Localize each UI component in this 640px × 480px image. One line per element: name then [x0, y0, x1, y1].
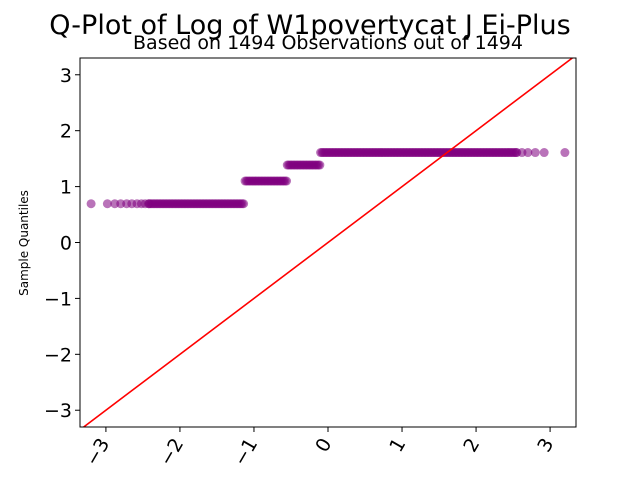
data-point: [86, 199, 96, 209]
data-point: [315, 160, 325, 170]
data-point: [530, 148, 540, 158]
y-axis-label: Sample Quantiles: [17, 190, 31, 296]
y-tick-label: −3: [44, 400, 72, 422]
data-point: [560, 148, 570, 158]
data-point: [282, 176, 292, 186]
data-point: [239, 199, 249, 209]
chart-subtitle: Based on 1494 Observations out of 1494: [133, 32, 523, 54]
y-tick-label: 1: [60, 177, 72, 199]
x-tick-label: 3: [533, 435, 558, 456]
chart-title: Q-Plot of Log of W1povertycat J Ei-Plus: [49, 10, 570, 41]
x-tick-label: −1: [229, 435, 262, 470]
y-tick-label: 3: [60, 65, 72, 87]
data-point: [539, 148, 549, 158]
axis-ticks: −3 −2 −1 0 1 2 3 −3 −2 −1 0 1 2 3: [44, 65, 558, 470]
x-tick-label: −2: [155, 435, 188, 470]
y-tick-label: −1: [44, 288, 72, 310]
y-tick-label: −2: [44, 344, 72, 366]
x-tick-label: 1: [385, 435, 410, 456]
x-tick-label: −3: [81, 435, 114, 470]
data-point: [102, 199, 112, 209]
x-tick-label: 2: [459, 435, 484, 456]
reference-line: [82, 58, 574, 427]
x-tick-label: 0: [311, 435, 336, 456]
y-tick-label: 2: [60, 121, 72, 143]
y-tick-label: 0: [60, 233, 72, 255]
data-points: [86, 148, 570, 209]
data-point: [523, 148, 533, 158]
